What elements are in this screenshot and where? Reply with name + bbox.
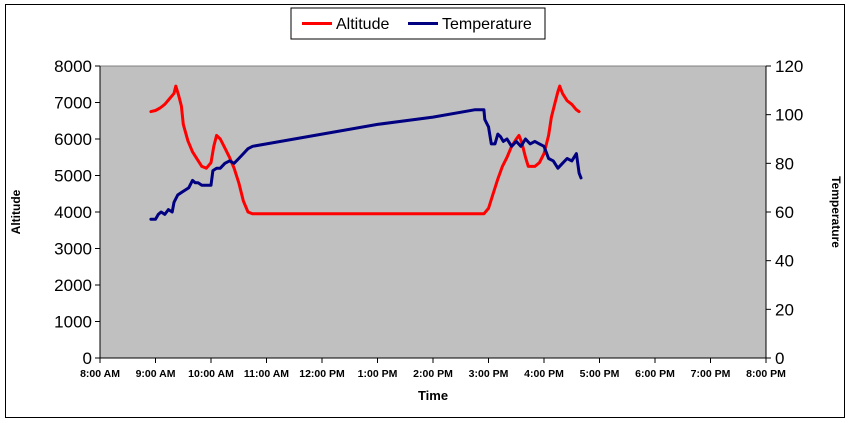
legend: Altitude Temperature <box>290 7 546 40</box>
y-tick-label-right: 60 <box>775 203 794 222</box>
x-tick-label: 3:00 PM <box>469 368 509 380</box>
x-tick-label: 12:00 PM <box>299 368 345 380</box>
chart-svg: Altitude Temperature 0100020003000400050… <box>9 7 843 403</box>
y-tick-label-left: 5000 <box>54 167 92 186</box>
y-tick-label-left: 6000 <box>54 130 92 149</box>
y-tick-label-right: 120 <box>775 57 803 76</box>
y-axis-title-right: Temperature <box>829 176 843 248</box>
y-tick-label-left: 0 <box>83 349 92 368</box>
legend-label-altitude: Altitude <box>336 16 389 33</box>
chart-frame: Altitude Temperature 0 1000 2000 3000 4000 50… <box>5 4 845 418</box>
y-tick-label-left: 3000 <box>54 240 92 259</box>
x-tick-label: 10:00 AM <box>188 368 234 380</box>
y-tick-label-left: 1000 <box>54 313 92 332</box>
x-tick-label: 6:00 PM <box>635 368 675 380</box>
y-tick-label-left: 4000 <box>54 203 92 222</box>
x-tick-label: 4:00 PM <box>524 368 564 380</box>
y-tick-label-left: 2000 <box>54 276 92 295</box>
x-tick-label: 9:00 AM <box>136 368 176 380</box>
x-tick-label: 8:00 AM <box>80 368 120 380</box>
x-tick-label: 2:00 PM <box>413 368 453 380</box>
plot-area <box>99 65 767 359</box>
series-line-altitude <box>149 84 581 216</box>
y-tick-label-right: 100 <box>775 106 803 125</box>
y-tick-label-left: 7000 <box>54 94 92 113</box>
x-tick-label: 7:00 PM <box>691 368 731 380</box>
x-tick-label: 5:00 PM <box>580 368 620 380</box>
series-line-temperature <box>149 108 583 221</box>
legend-label-temperature: Temperature <box>442 16 532 33</box>
series-layer <box>149 84 583 221</box>
y-tick-label-right: 0 <box>775 349 784 368</box>
y-tick-label-right: 20 <box>775 300 794 319</box>
y-tick-label-left: 8000 <box>54 57 92 76</box>
x-tick-label: 11:00 AM <box>244 368 289 380</box>
x-tick-label: 8:00 PM <box>746 368 786 380</box>
y-tick-label-right: 80 <box>775 154 794 173</box>
x-tick-label: 1:00 PM <box>358 368 398 380</box>
y-axis-title-left: Altitude <box>9 189 23 234</box>
y-tick-label-right: 40 <box>775 252 794 271</box>
ticks-layer: 0 1000 2000 3000 4000 5000 6000 7000 8000 0 20 40 60… <box>54 57 803 380</box>
x-axis-title: Time <box>418 388 448 403</box>
